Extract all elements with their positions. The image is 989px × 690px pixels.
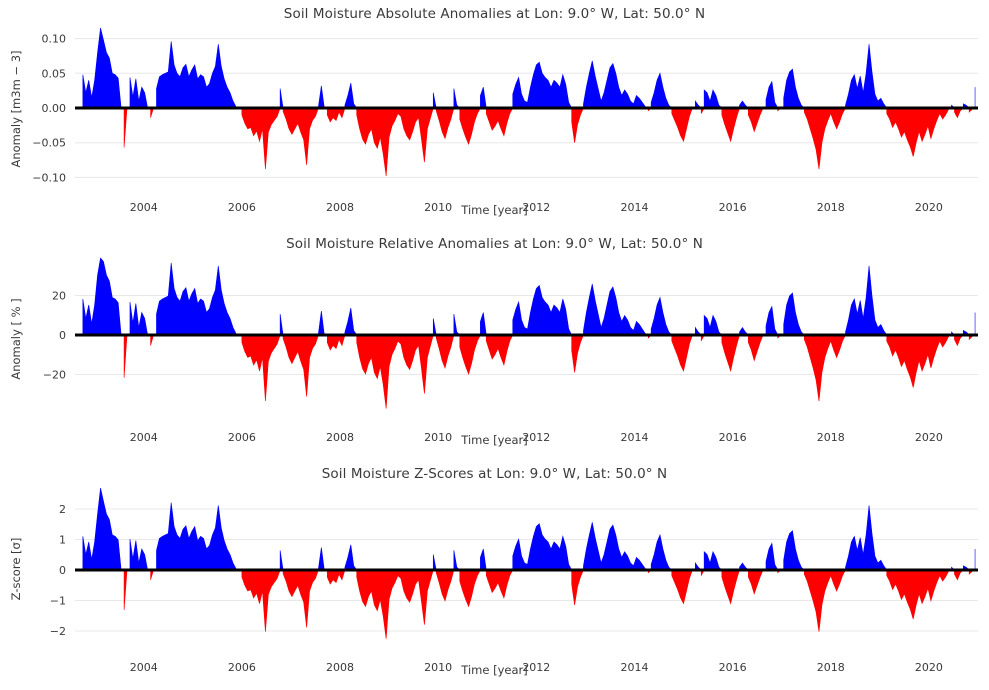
plot-area-relative: 20 0 −20 2004 2006 2008 2010 2012 2014 2016 2018 20… bbox=[43, 257, 978, 444]
negative-anomaly-area bbox=[123, 107, 976, 177]
x-tick-label: 2010 bbox=[424, 201, 452, 214]
x-tick-label: 2016 bbox=[719, 201, 747, 214]
y-tick-label: 0.10 bbox=[42, 33, 67, 46]
negative-anomaly-area bbox=[123, 334, 976, 409]
x-tick-label: 2004 bbox=[130, 431, 158, 444]
y-tick-label: −2 bbox=[50, 625, 66, 638]
panel-title-zscore: Soil Moisture Z-Scores at Lon: 9.0° W, L… bbox=[321, 466, 668, 482]
x-tick-label: 2006 bbox=[228, 201, 256, 214]
x-tick-label: 2008 bbox=[326, 661, 354, 674]
y-tick-label: 0.00 bbox=[42, 102, 67, 115]
x-tick-label: 2012 bbox=[522, 431, 550, 444]
x-tick-label: 2010 bbox=[424, 431, 452, 444]
x-axis-label-zscore: Time [year] bbox=[461, 663, 528, 677]
chart-panel-relative: Soil Moisture Relative Anomalies at Lon:… bbox=[0, 230, 989, 460]
x-tick-label: 2014 bbox=[620, 431, 648, 444]
x-axis-label-relative: Time [year] bbox=[461, 433, 528, 447]
x-tick-label: 2018 bbox=[817, 661, 845, 674]
y-tick-label: 2 bbox=[59, 503, 66, 516]
y-tick-label: −1 bbox=[50, 595, 66, 608]
x-tick-label: 2014 bbox=[620, 201, 648, 214]
chart-panel-absolute: Soil Moisture Absolute Anomalies at Lon:… bbox=[0, 0, 989, 230]
plot-area-zscore: 2 1 0 −1 −2 2004 2006 2008 2010 2012 2014 2016 2018 2… bbox=[50, 487, 978, 674]
x-tick-label: 2020 bbox=[915, 201, 943, 214]
y-tick-label: 1 bbox=[59, 534, 66, 547]
x-tick-label: 2016 bbox=[719, 661, 747, 674]
y-tick-label: 0 bbox=[59, 329, 66, 342]
x-tick-label: 2006 bbox=[228, 661, 256, 674]
x-tick-label: 2006 bbox=[228, 431, 256, 444]
x-tick-label: 2020 bbox=[915, 431, 943, 444]
y-tick-label: 20 bbox=[52, 290, 66, 303]
x-tick-label: 2004 bbox=[130, 201, 158, 214]
y-tick-label: −0.05 bbox=[32, 137, 66, 150]
positive-anomaly-area bbox=[82, 487, 976, 571]
x-tick-label: 2012 bbox=[522, 661, 550, 674]
y-tick-label: 0.05 bbox=[42, 67, 67, 80]
positive-anomaly-area bbox=[82, 257, 976, 336]
x-tick-label: 2016 bbox=[719, 431, 747, 444]
panel-title-absolute: Soil Moisture Absolute Anomalies at Lon:… bbox=[283, 6, 706, 22]
x-tick-label: 2018 bbox=[817, 201, 845, 214]
y-tick-label: −0.10 bbox=[32, 171, 66, 184]
y-tick-label: −20 bbox=[43, 369, 66, 382]
panel-title-relative: Soil Moisture Relative Anomalies at Lon:… bbox=[286, 236, 703, 252]
y-tick-label: 0 bbox=[59, 564, 66, 577]
plot-area-absolute: 0.10 0.05 0.00 −0.05 −0.10 2004 2006 2008 2010 20… bbox=[32, 27, 978, 214]
x-tick-label: 2020 bbox=[915, 661, 943, 674]
x-axis-label-absolute: Time [year] bbox=[461, 203, 528, 217]
x-tick-label: 2018 bbox=[817, 431, 845, 444]
x-tick-label: 2004 bbox=[130, 661, 158, 674]
x-tick-label: 2008 bbox=[326, 431, 354, 444]
positive-anomaly-area bbox=[82, 27, 976, 109]
x-tick-label: 2012 bbox=[522, 201, 550, 214]
x-tick-label: 2014 bbox=[620, 661, 648, 674]
x-tick-label: 2008 bbox=[326, 201, 354, 214]
x-tick-label: 2010 bbox=[424, 661, 452, 674]
negative-anomaly-area bbox=[123, 569, 976, 639]
chart-panel-zscore: Soil Moisture Z-Scores at Lon: 9.0° W, L… bbox=[0, 460, 989, 690]
